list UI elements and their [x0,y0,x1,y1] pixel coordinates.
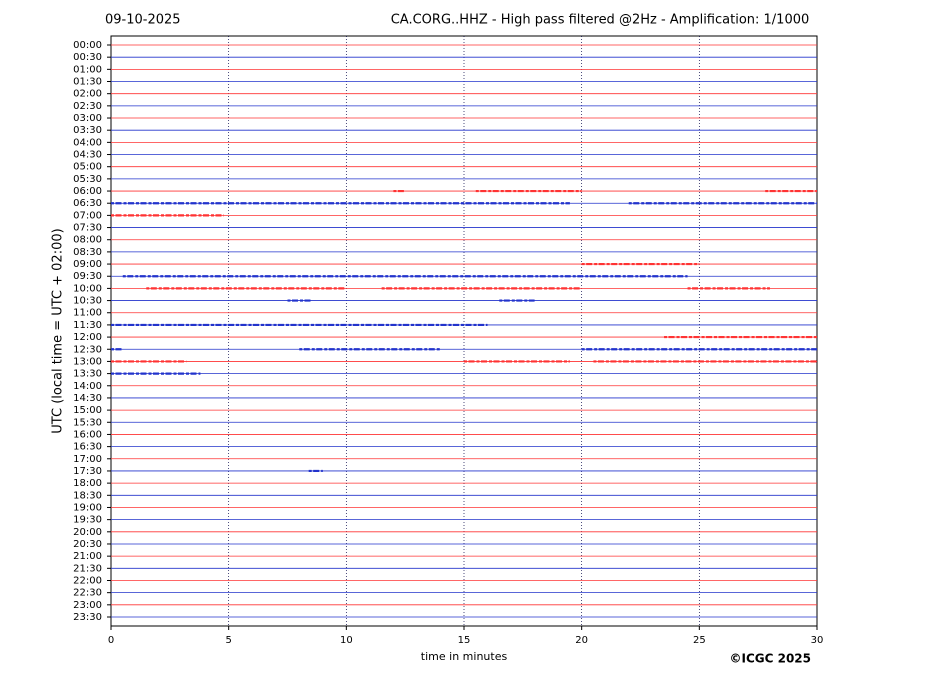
x-tick-label: 20 [575,635,588,646]
y-tick-label: 02:30 [73,101,102,112]
y-tick-label: 14:00 [73,381,102,392]
y-tick-label: 01:30 [73,77,102,88]
x-tick-label: 0 [108,635,114,646]
y-tick-label: 18:00 [73,478,102,489]
y-tick-label: 04:30 [73,150,102,161]
y-tick-label: 21:00 [73,551,102,562]
date: 09-10-2025 [105,13,181,28]
y-tick-label: 09:00 [73,259,102,270]
y-axis-label: UTC (local time = UTC + 02:00) [51,228,66,433]
x-tick-label: 10 [340,635,353,646]
y-tick-label: 10:00 [73,283,102,294]
y-tick-label: 08:30 [73,247,102,258]
y-tick-label: 12:00 [73,332,102,343]
y-tick-label: 05:00 [73,162,102,173]
y-tick-label: 07:30 [73,223,102,234]
credit: ©ICGC 2025 [729,652,811,666]
x-tick-label: 5 [225,635,231,646]
y-tick-label: 13:00 [73,356,102,367]
y-tick-label: 01:00 [73,64,102,75]
y-tick-label: 23:00 [73,600,102,611]
y-tick-label: 20:00 [73,527,102,538]
y-tick-label: 23:30 [73,612,102,623]
y-tick-label: 00:30 [73,52,102,63]
y-tick-label: 00:00 [73,40,102,51]
y-tick-label: 11:30 [73,320,102,331]
y-tick-label: 19:00 [73,502,102,513]
y-tick-label: 03:00 [73,113,102,124]
x-tick-label: 30 [811,635,824,646]
y-tick-label: 09:30 [73,271,102,282]
y-tick-label: 17:30 [73,466,102,477]
y-tick-label: 10:30 [73,296,102,307]
x-tick-label: 15 [458,635,471,646]
y-tick-label: 12:30 [73,344,102,355]
y-tick-label: 05:30 [73,174,102,185]
y-tick-label: 17:00 [73,454,102,465]
y-tick-label: 19:30 [73,515,102,526]
y-tick-label: 16:00 [73,429,102,440]
y-tick-label: 11:00 [73,308,102,319]
y-tick-label: 06:30 [73,198,102,209]
chart-title: CA.CORG..HHZ - High pass filtered @2Hz -… [391,13,810,28]
y-tick-label: 06:00 [73,186,102,197]
y-tick-label: 14:30 [73,393,102,404]
y-tick-label: 02:00 [73,89,102,100]
y-tick-label: 08:00 [73,235,102,246]
y-tick-label: 03:30 [73,125,102,136]
x-axis-label: time in minutes [421,650,508,663]
y-tick-label: 15:00 [73,405,102,416]
y-tick-label: 07:00 [73,210,102,221]
y-tick-label: 20:30 [73,539,102,550]
y-tick-label: 21:30 [73,563,102,574]
y-tick-label: 13:30 [73,369,102,380]
x-tick-label: 25 [693,635,706,646]
y-tick-label: 18:30 [73,490,102,501]
y-tick-label: 04:00 [73,137,102,148]
y-tick-label: 15:30 [73,417,102,428]
y-tick-label: 22:30 [73,588,102,599]
y-tick-label: 16:30 [73,442,102,453]
y-tick-label: 22:00 [73,575,102,586]
